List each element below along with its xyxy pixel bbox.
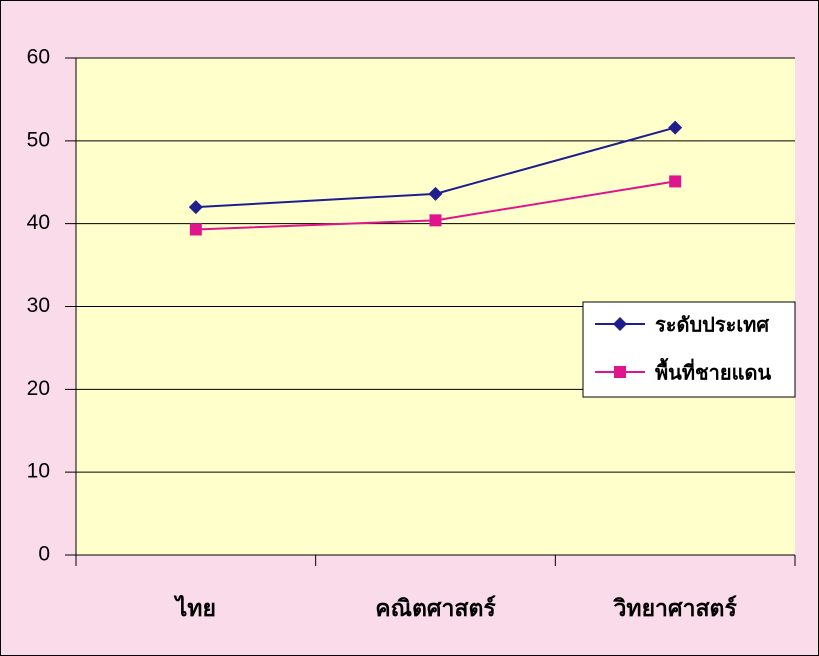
data-point <box>669 175 682 188</box>
x-tick-label: ไทย <box>173 594 216 621</box>
y-tick-label: 10 <box>27 460 50 483</box>
y-tick-label: 30 <box>27 294 50 317</box>
y-tick-label: 60 <box>27 46 50 69</box>
x-tick-label: วิทยาศาสตร์ <box>612 595 737 621</box>
data-point <box>429 214 442 227</box>
legend-marker <box>614 366 626 378</box>
legend-label: พื้นที่ชายแดน <box>655 357 771 384</box>
data-point <box>428 186 443 201</box>
y-tick-label: 50 <box>27 128 50 151</box>
data-point <box>189 223 202 236</box>
y-tick-label: 40 <box>27 211 50 234</box>
y-tick-label: 0 <box>38 543 50 566</box>
y-tick-label: 20 <box>27 377 50 400</box>
legend-label: ระดับประเทศ <box>655 314 770 336</box>
legend-marker <box>613 317 627 331</box>
x-tick-label: คณิตศาสตร์ <box>375 595 496 621</box>
data-point <box>668 120 683 135</box>
data-point <box>188 200 203 215</box>
legend-box <box>582 301 796 398</box>
